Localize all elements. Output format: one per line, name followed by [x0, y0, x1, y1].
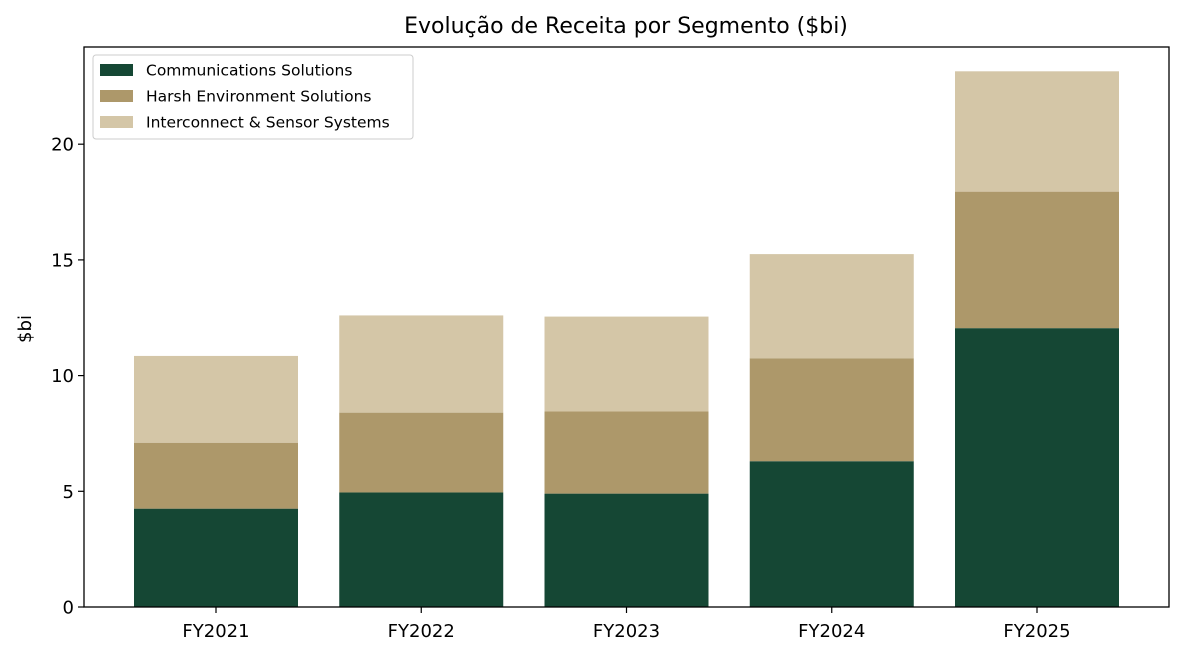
legend-swatch-3	[100, 116, 133, 128]
bar-fy2025-series-1	[955, 328, 1119, 607]
legend-label-3: Interconnect & Sensor Systems	[146, 114, 390, 132]
bar-fy2022-series-1	[339, 492, 504, 607]
bar-fy2025-series-2	[955, 191, 1119, 329]
bars-group	[134, 71, 1119, 607]
bar-fy2024-series-2	[749, 358, 914, 462]
bar-fy2022-series-2	[339, 412, 504, 493]
bar-fy2024-series-1	[749, 461, 914, 607]
y-axis-ticks: 0 5 10 15 20	[51, 135, 84, 619]
bar-fy2021-series-2	[134, 442, 298, 509]
bar-fy2023-series-2	[544, 411, 709, 494]
x-tick-label: FY2025	[1003, 621, 1070, 642]
bar-fy2025-series-3	[955, 71, 1119, 192]
legend-label-2: Harsh Environment Solutions	[146, 88, 371, 106]
x-tick-label: FY2023	[593, 621, 660, 642]
bar-fy2023-series-1	[544, 493, 709, 607]
y-tick-label: 15	[51, 250, 74, 271]
bar-fy2021-series-3	[134, 355, 298, 443]
y-tick-label: 20	[51, 135, 74, 156]
legend-label-1: Communications Solutions	[146, 62, 352, 80]
x-axis-ticks: FY2021 FY2022 FY2023 FY2024 FY2025	[182, 607, 1071, 642]
y-axis-label: $bi	[15, 315, 36, 343]
x-tick-label: FY2024	[798, 621, 865, 642]
chart-title: Evolução de Receita por Segmento ($bi)	[404, 14, 848, 39]
legend-swatch-2	[100, 90, 133, 102]
y-tick-label: 5	[63, 482, 74, 503]
bar-fy2021-series-1	[134, 508, 298, 607]
x-tick-label: FY2022	[388, 621, 455, 642]
x-tick-label: FY2021	[182, 621, 249, 642]
legend-swatch-1	[100, 64, 133, 76]
bar-fy2023-series-3	[544, 316, 709, 412]
y-tick-label: 10	[51, 366, 74, 387]
bar-fy2024-series-3	[749, 254, 914, 359]
y-tick-label: 0	[63, 598, 74, 619]
legend: Communications Solutions Harsh Environmen…	[92, 54, 414, 140]
legend-box	[92, 54, 414, 140]
bar-fy2022-series-3	[339, 315, 504, 413]
